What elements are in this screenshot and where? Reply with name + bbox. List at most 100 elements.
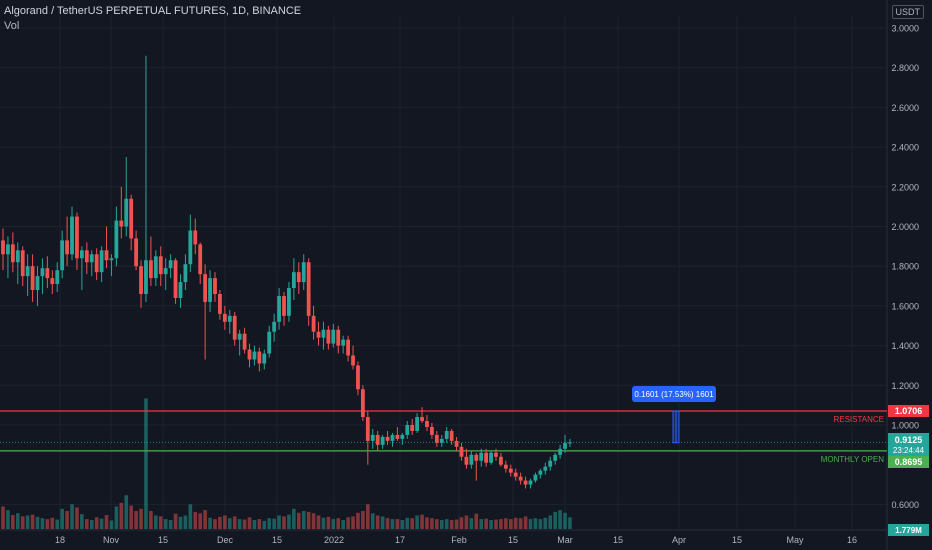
candle [459, 442, 464, 461]
candle-body [464, 456, 469, 465]
candle [20, 246, 25, 287]
volume-bar [306, 511, 311, 529]
volume-bar [267, 518, 272, 529]
volume-bar [459, 517, 464, 529]
volume-bar [479, 519, 484, 529]
currency-badge[interactable]: USDT [891, 5, 924, 19]
monthly-open-price-tag: 0.8695 [895, 457, 923, 467]
x-tick-label: 15 [508, 535, 518, 545]
candle-body [94, 254, 99, 273]
volume-bar [144, 398, 148, 529]
candle-body [430, 426, 434, 435]
y-tick-label: 2.4000 [891, 143, 919, 153]
candle-body [405, 425, 410, 435]
candle [563, 434, 567, 453]
volume-bar [232, 516, 237, 529]
candle [10, 232, 15, 273]
candles [1, 55, 572, 489]
candle [444, 426, 449, 443]
candle [454, 436, 459, 451]
chart-overlay: 0.1601 (17.53%) 1601 [632, 386, 716, 444]
candle [99, 246, 104, 283]
candle [365, 411, 370, 465]
price-axis[interactable]: 3.0000 2.8000 2.6000 2.4000 2.2000 2.0000 1.80… [888, 24, 929, 537]
candle [439, 434, 444, 447]
candle [469, 450, 474, 469]
candle-body [70, 216, 74, 255]
candle [267, 325, 272, 358]
candle-body [331, 329, 336, 344]
volume-bar [538, 519, 543, 529]
y-tick-label: 1.2000 [891, 381, 919, 391]
candle-body [149, 260, 153, 279]
candle [65, 216, 69, 267]
candle-body [247, 349, 252, 360]
candle [341, 335, 346, 354]
candle-body [158, 256, 163, 275]
candle [119, 186, 124, 239]
volume-indicator-label[interactable]: Vol [4, 20, 20, 32]
volume-bar [331, 519, 336, 529]
candle [84, 242, 89, 275]
volume-bars [1, 398, 572, 529]
candle-body [222, 313, 227, 322]
candle-body [168, 260, 173, 269]
candle [227, 309, 232, 334]
candle-body [55, 270, 60, 285]
volume-bar [134, 511, 138, 529]
x-tick-label: Dec [217, 535, 234, 545]
candle [257, 347, 262, 372]
candle-body [425, 421, 429, 427]
candle-body [277, 295, 281, 322]
x-tick-label: 15 [158, 535, 168, 545]
volume-bar [65, 511, 69, 529]
line-label: MONTHLY OPEN [821, 455, 884, 464]
volume-bar [474, 513, 479, 529]
volume-bar [227, 518, 232, 529]
volume-bar [6, 510, 10, 529]
y-tick-label: 2.0000 [891, 222, 919, 232]
y-tick-label: 2.6000 [891, 103, 919, 113]
candle [129, 194, 134, 251]
candle-body [237, 333, 242, 340]
candle [296, 262, 301, 294]
volume-bar [203, 510, 207, 529]
candle [222, 305, 227, 330]
candle [183, 254, 188, 291]
volume-bar [94, 517, 99, 529]
bar-countdown: 23:24:44 [893, 446, 925, 455]
volume-bar [292, 508, 296, 529]
candle-body [351, 355, 355, 366]
candle [139, 260, 143, 308]
volume-bar [375, 515, 380, 529]
candle [420, 407, 424, 424]
volume-bar [109, 520, 114, 529]
candle-body [296, 272, 301, 283]
volume-bar [533, 518, 538, 529]
candle [558, 444, 562, 459]
candle-body [341, 339, 346, 346]
candle [518, 472, 523, 485]
time-axis[interactable]: 18 Nov 15 Dec 15 2022 17 Feb 15 Mar 15 Apr 15 May 16 [55, 535, 857, 545]
candle-body [484, 452, 489, 463]
candle [109, 254, 114, 277]
volume-bar [45, 519, 50, 529]
candle-body [503, 464, 508, 469]
candle [193, 218, 198, 255]
candle [168, 254, 173, 279]
candle [218, 290, 222, 320]
x-tick-label: Nov [103, 535, 120, 545]
volume-bar [242, 519, 247, 529]
last-price-tag: 0.9125 [895, 435, 923, 445]
candle [331, 323, 336, 348]
candle-body [395, 434, 400, 439]
resistance-price-tag: 1.0706 [895, 406, 923, 416]
volume-bar [99, 518, 104, 529]
volume-bar [154, 515, 158, 529]
x-tick-label: 17 [395, 535, 405, 545]
x-tick-label: 2022 [324, 535, 344, 545]
candle-body [134, 238, 139, 267]
volume-bar [449, 520, 454, 529]
candle [272, 313, 277, 342]
